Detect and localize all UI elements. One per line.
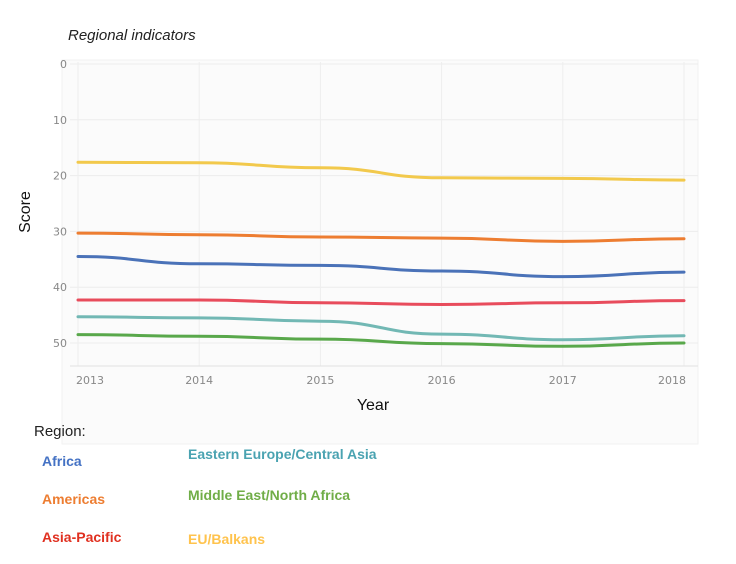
y-tick-label: 10: [53, 114, 67, 127]
grid: [70, 62, 698, 367]
x-axis-title: Year: [357, 397, 390, 414]
x-tick-label: 2013: [76, 374, 104, 387]
y-axis-title: Score: [17, 191, 34, 233]
series-lines: [76, 160, 686, 348]
legend-title: Region:: [34, 423, 86, 440]
x-tick-label: 2016: [428, 374, 456, 387]
series-line-eastern-europe-central-asia: [76, 315, 686, 342]
y-tick-label: 50: [53, 337, 67, 350]
legend-item-eastern-europe-central-asia: Eastern Europe/Central Asia: [188, 446, 377, 462]
chart-title: Regional indicators: [68, 27, 196, 44]
series-line-americas: [76, 231, 686, 243]
y-tick-label: 0: [60, 58, 67, 71]
legend-item-middle-east-north-africa: Middle East/North Africa: [188, 487, 351, 503]
x-tick-label: 2015: [306, 374, 334, 387]
series-line-middle-east-north-africa: [76, 333, 686, 348]
y-tick-label: 20: [53, 170, 67, 183]
legend-item-eu-balkans: EU/Balkans: [188, 531, 266, 547]
x-tick-label: 2017: [549, 374, 577, 387]
legend-item-africa: Africa: [42, 453, 82, 469]
plot-background: [61, 59, 699, 445]
y-tick-label: 30: [53, 225, 67, 238]
legend-item-americas: Americas: [42, 491, 106, 507]
axes: Score Year 0 10 20 30 40 50 2013 2014 2015 2016 20…: [17, 58, 686, 414]
series-line-asia-pacific: [76, 298, 686, 307]
series-line-africa: [76, 255, 686, 279]
series-line-eu-balkans: [76, 160, 686, 182]
legend-item-asia-pacific: Asia-Pacific: [42, 529, 122, 545]
x-tick-label: 2014: [185, 374, 213, 387]
y-tick-label: 40: [53, 281, 67, 294]
x-tick-label: 2018: [658, 374, 686, 387]
